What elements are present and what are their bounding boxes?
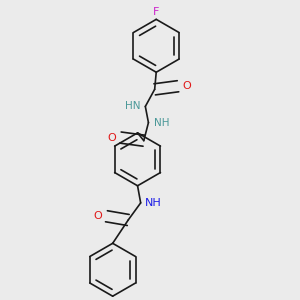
Text: NH: NH bbox=[146, 198, 162, 208]
Text: NH: NH bbox=[154, 118, 169, 128]
Text: F: F bbox=[153, 7, 159, 16]
Text: O: O bbox=[107, 133, 116, 142]
Text: O: O bbox=[182, 81, 191, 91]
Text: HN: HN bbox=[124, 101, 140, 112]
Text: O: O bbox=[93, 211, 102, 221]
